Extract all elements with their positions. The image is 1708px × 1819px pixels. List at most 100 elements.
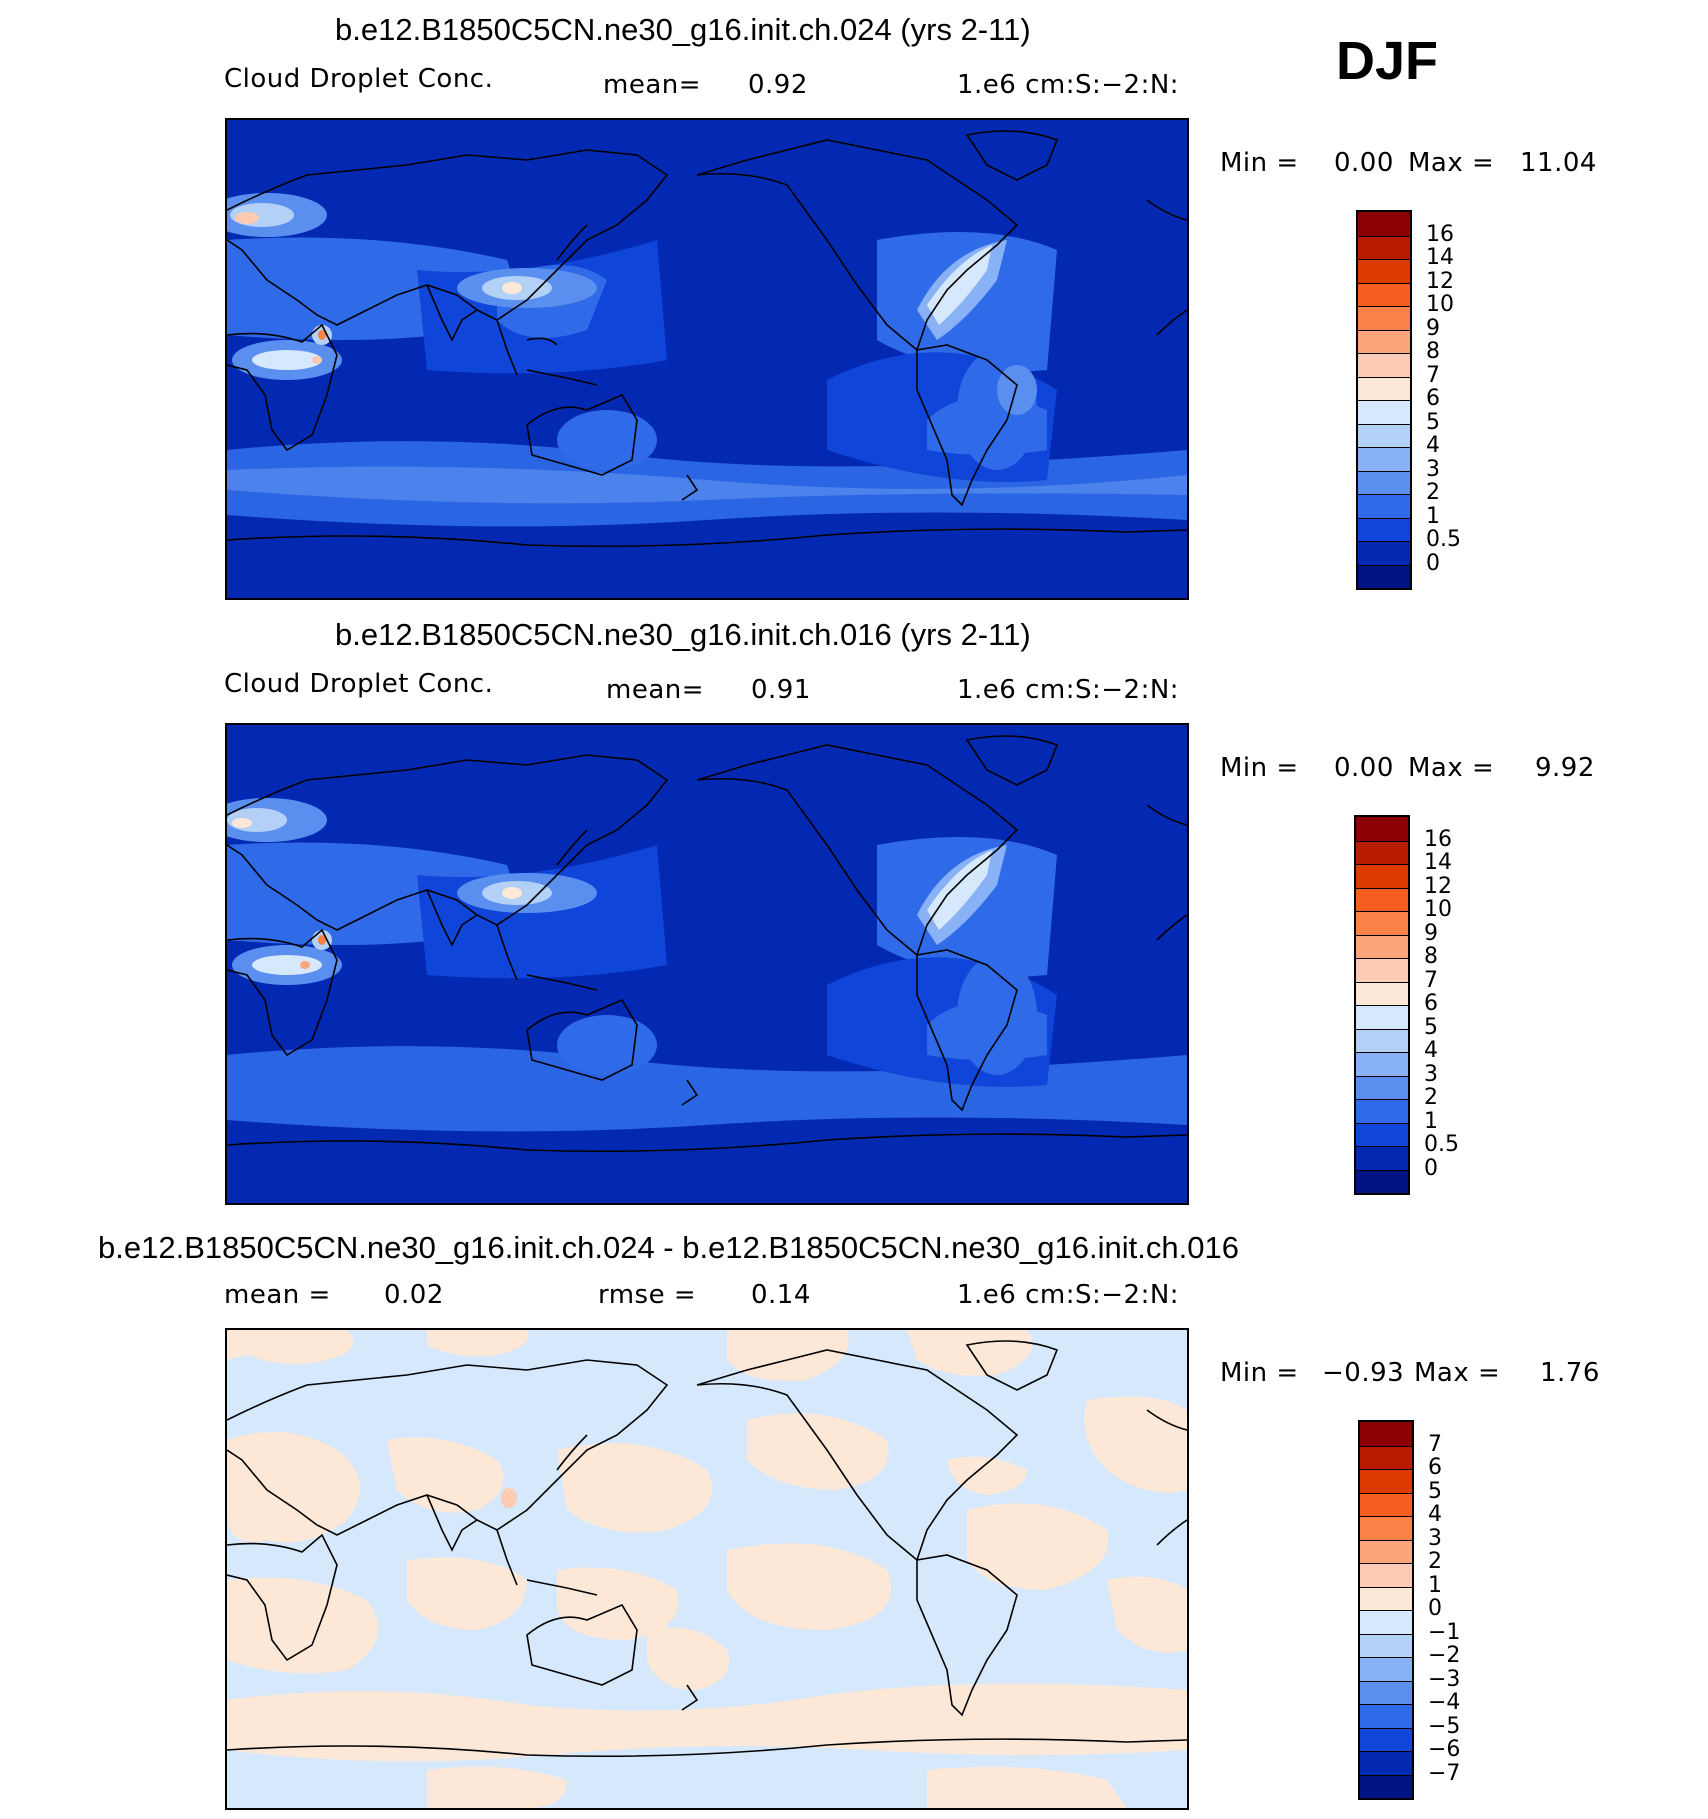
colorbar-tick-label: 2 [1428,1549,1442,1574]
colorbar-segment [1360,1469,1412,1493]
colorbar-tick-label: 6 [1424,991,1438,1016]
colorbar-segment [1356,981,1408,1005]
colorbar-segment [1360,1586,1412,1610]
colorbar-tick-label: 1 [1424,1108,1438,1134]
colorbar-segment [1356,1075,1408,1099]
colorbar-segment [1356,1122,1408,1146]
colorbar-segment [1358,517,1410,541]
panel-middle-units: 1.e6 cm:S:−2:N: [957,675,1180,705]
colorbar-segment [1358,235,1410,259]
colorbar-tick-label: 10 [1424,897,1452,922]
panel-top-units: 1.e6 cm:S:−2:N: [957,70,1180,100]
colorbar-tick-label: 8 [1424,944,1438,969]
coastlines [227,130,1187,548]
colorbar-segment [1358,212,1410,236]
colorbar-tick-label: 9 [1424,920,1438,946]
colorbar-segment [1358,353,1410,377]
panel-bottom-rmse-value: 0.14 [751,1280,811,1310]
colorbar-segment [1358,494,1410,518]
colorbar-tick-label: −2 [1428,1643,1461,1668]
colorbar-segment [1360,1751,1412,1775]
colorbar-segment [1360,1704,1412,1728]
season-label: DJF [1336,31,1439,91]
colorbar-segment [1358,376,1410,400]
panel-top-variable-label: Cloud Droplet Conc. [224,64,494,94]
colorbar-segment [1360,1516,1412,1540]
colorbar-tick-label: 3 [1428,1525,1442,1551]
colorbar-tick-label: −5 [1428,1713,1461,1739]
panel-bottom-map [225,1328,1189,1810]
panel-bottom-max-label: Max = [1414,1358,1501,1388]
colorbar-tick-label: 14 [1424,850,1452,875]
colorbar-tick-label: 5 [1426,409,1440,435]
panel-top-max-label: Max = [1408,148,1495,178]
colorbar-segment [1356,1169,1408,1193]
panel-top-map [225,118,1189,600]
panel-top-mean-value: 0.92 [748,70,808,100]
panel-middle-map-svg [227,725,1187,1203]
colorbar-tick-label: −7 [1428,1760,1461,1786]
colorbar-tick-label: 2 [1424,1085,1438,1110]
colorbar-tick-label: 9 [1426,315,1440,341]
colorbar-tick-label: 14 [1426,245,1454,270]
colorbar-tick-label: 6 [1426,386,1440,411]
panel-middle-variable-label: Cloud Droplet Conc. [224,669,494,699]
concentration-shading [227,798,1187,1132]
panel-middle-title: b.e12.B1850C5CN.ne30_g16.init.ch.016 (yr… [335,617,1031,652]
colorbar-segment [1356,958,1408,982]
coastlines [227,1340,1187,1758]
panel-top-title: b.e12.B1850C5CN.ne30_g16.init.ch.024 (yr… [335,12,1031,47]
colorbar-segment [1358,306,1410,330]
colorbar-segment [1358,259,1410,283]
panel-middle-mean-value: 0.91 [751,675,811,705]
panel-top-min-value: 0.00 [1334,148,1394,178]
colorbar-tick-label: 12 [1426,268,1454,294]
colorbar-segment [1360,1445,1412,1469]
panel-top-mean-label: mean= [603,70,702,100]
colorbar-tick-label: −4 [1428,1690,1461,1715]
colorbar-tick-label: 7 [1424,967,1438,993]
colorbar-tick-label: 1 [1428,1572,1442,1598]
colorbar-tick-label: 10 [1426,292,1454,317]
coastlines [227,735,1187,1153]
colorbar-segment [1358,400,1410,424]
panel-top-max-value: 11.04 [1520,148,1597,178]
colorbar-segment [1360,1774,1412,1798]
colorbar-segment [1358,423,1410,447]
colorbar-segment [1358,329,1410,353]
panel-bottom-rmse-label: rmse = [598,1280,697,1310]
panel-middle-min-label: Min = [1220,753,1299,783]
panel-top-colorbar [1356,210,1412,590]
colorbar-tick-label: 4 [1428,1502,1442,1527]
colorbar-tick-label: −3 [1428,1666,1461,1692]
panel-middle-mean-label: mean= [606,675,705,705]
colorbar-segment [1358,282,1410,306]
panel-bottom-mean-label: mean = [224,1280,331,1310]
panel-bottom-min-label: Min = [1220,1358,1299,1388]
panel-bottom-units: 1.e6 cm:S:−2:N: [957,1280,1180,1310]
colorbar-segment [1360,1657,1412,1681]
colorbar-segment [1356,911,1408,935]
colorbar-tick-label: 4 [1426,433,1440,458]
panel-bottom-min-value: −0.93 [1322,1358,1405,1388]
colorbar-segment [1356,887,1408,911]
panel-top-map-svg [227,120,1187,598]
colorbar-tick-label: 5 [1428,1478,1442,1504]
colorbar-segment [1360,1610,1412,1634]
concentration-shading [227,193,1187,527]
panel-middle-max-value: 9.92 [1535,753,1595,783]
colorbar-tick-label: 16 [1426,221,1454,247]
colorbar-tick-label: 0.5 [1424,1132,1459,1157]
colorbar-tick-label: 16 [1424,826,1452,852]
colorbar-segment [1356,1005,1408,1029]
colorbar-segment [1358,470,1410,494]
colorbar-segment [1356,1052,1408,1076]
colorbar-tick-label: 5 [1424,1014,1438,1040]
panel-top-min-label: Min = [1220,148,1299,178]
colorbar-tick-label: 4 [1424,1038,1438,1063]
colorbar-tick-label: 12 [1424,873,1452,899]
colorbar-segment [1358,541,1410,565]
panel-middle-map [225,723,1189,1205]
panel-bottom-mean-value: 0.02 [384,1280,444,1310]
colorbar-segment [1360,1727,1412,1751]
